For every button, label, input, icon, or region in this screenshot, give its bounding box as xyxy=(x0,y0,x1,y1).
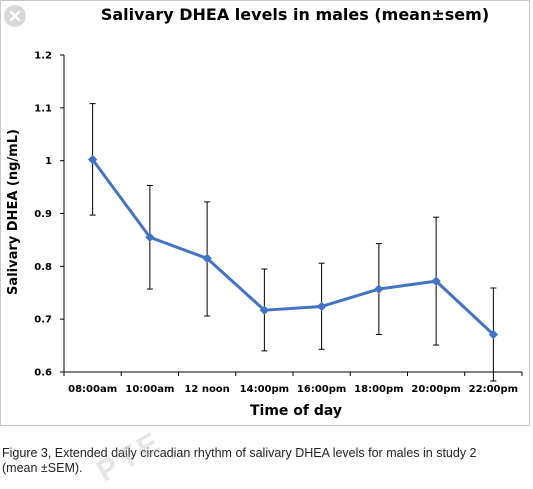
data-point xyxy=(316,301,327,312)
y-tick-label: 0.6 xyxy=(34,368,52,379)
x-axis-label: Time of day xyxy=(249,403,343,419)
y-tick-label: 0.8 xyxy=(34,262,52,273)
data-point xyxy=(488,329,499,340)
data-point xyxy=(202,253,212,264)
close-button[interactable] xyxy=(4,5,26,27)
close-icon xyxy=(9,10,21,22)
chart-plot-area: 0.6 0.7 0.8 0.9 1 1.1 1.2 08:00am 10:00am 12 noon… xyxy=(34,51,523,395)
chart-frame xyxy=(0,0,530,426)
y-tick-label: 1 xyxy=(45,156,52,167)
caption-line-1: Figure 3, Extended daily circadian rhyth… xyxy=(2,446,477,460)
x-tick-label: 16:00pm xyxy=(297,384,346,395)
x-tick-label: 14:00pm xyxy=(240,384,289,395)
x-tick-label: 22:00pm xyxy=(469,384,518,395)
y-tick-label: 0.9 xyxy=(34,209,52,220)
x-tick-label: 08:00am xyxy=(68,384,117,395)
data-point xyxy=(145,232,155,242)
caption-line-2: (mean ±SEM). xyxy=(2,461,83,475)
data-point xyxy=(259,305,270,315)
y-tick-label: 0.7 xyxy=(34,315,52,326)
x-tick-label: 18:00pm xyxy=(354,384,403,395)
y-tick-label: 1.2 xyxy=(34,51,52,62)
data-point xyxy=(431,276,441,286)
figure-caption: Figure 3, Extended daily circadian rhyth… xyxy=(2,446,530,476)
data-point xyxy=(87,154,98,165)
y-tick-label: 1.1 xyxy=(34,103,52,114)
chart-title: Salivary DHEA levels in males (mean±sem) xyxy=(100,5,490,24)
data-point xyxy=(374,284,384,294)
series-line xyxy=(91,158,495,336)
x-tick-label: 10:00am xyxy=(125,384,174,395)
x-tick-label: 12 noon xyxy=(184,384,229,395)
x-tick-label: 20:00pm xyxy=(411,384,460,395)
